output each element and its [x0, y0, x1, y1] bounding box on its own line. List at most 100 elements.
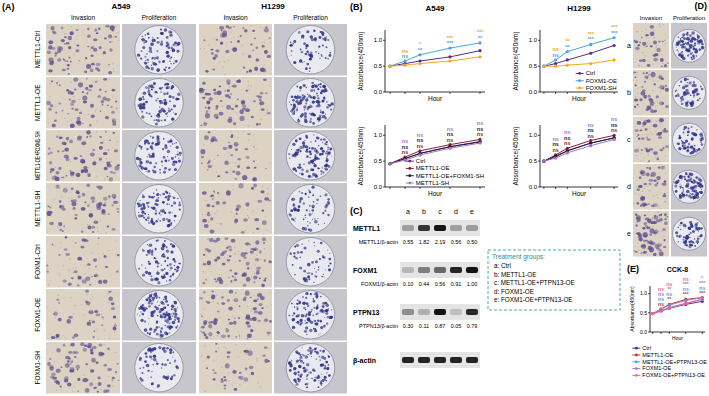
colony [314, 164, 317, 167]
cell [221, 29, 223, 31]
cell [75, 242, 77, 243]
cell [95, 266, 97, 268]
cell [92, 149, 95, 151]
cell [109, 41, 112, 43]
colony [319, 58, 320, 59]
colony [166, 54, 169, 57]
pore [48, 284, 49, 285]
colony [151, 58, 153, 60]
colony [311, 209, 314, 212]
cell [56, 334, 60, 338]
colony [141, 147, 142, 148]
colony [309, 272, 310, 273]
colony [309, 58, 312, 61]
pore [106, 201, 107, 202]
cell [86, 184, 90, 188]
pore [69, 270, 70, 271]
cell [200, 149, 205, 154]
colony [326, 158, 329, 161]
colony [149, 332, 151, 334]
cell [219, 112, 224, 116]
cell [93, 221, 98, 224]
pore [230, 130, 231, 131]
colony [153, 119, 154, 120]
cell [109, 139, 111, 141]
pore [96, 53, 97, 54]
cell [109, 48, 112, 51]
cell [253, 281, 255, 283]
colony [312, 96, 315, 99]
colony [327, 249, 328, 250]
cell [264, 28, 269, 33]
cell [112, 30, 114, 32]
cell [209, 238, 214, 242]
cell [217, 90, 222, 95]
colony [170, 243, 172, 245]
cell [253, 247, 257, 251]
cell [117, 211, 120, 213]
colony [314, 157, 316, 159]
pore [113, 68, 114, 69]
cell [259, 99, 262, 102]
colony [168, 316, 170, 318]
colony [159, 220, 161, 222]
colony [310, 118, 312, 120]
pore [115, 253, 116, 254]
cell [90, 152, 95, 156]
panel-label: (E) [627, 264, 639, 274]
colony [138, 205, 140, 207]
cell [91, 115, 95, 118]
cell [59, 200, 61, 203]
colony-plate [122, 77, 196, 129]
colony [299, 164, 302, 167]
cell [94, 274, 98, 277]
pore [68, 197, 69, 198]
cell [217, 192, 219, 194]
pore [55, 317, 56, 318]
colony [150, 250, 153, 253]
colony [315, 276, 317, 278]
cell [88, 225, 92, 229]
colony [160, 28, 162, 30]
cell [226, 105, 231, 110]
cell [265, 168, 267, 169]
colony [151, 218, 153, 220]
cell [228, 96, 231, 99]
pore [58, 131, 59, 132]
cell [65, 253, 70, 256]
cell [215, 50, 219, 53]
cell [48, 153, 50, 155]
colony [299, 266, 302, 269]
cell [210, 230, 215, 234]
cell [239, 116, 244, 121]
pore [89, 203, 90, 204]
cell [212, 205, 215, 207]
colony [153, 293, 156, 296]
colony [154, 257, 156, 259]
colony [313, 282, 314, 283]
cell [108, 71, 112, 74]
colony [328, 160, 329, 161]
cell [87, 34, 91, 37]
cell [63, 279, 67, 282]
colony [322, 115, 325, 118]
colony [166, 45, 169, 48]
colony [146, 112, 148, 114]
colony [309, 191, 311, 193]
colony [168, 30, 171, 33]
colony [144, 250, 145, 251]
colony [297, 208, 300, 211]
colony [156, 68, 159, 71]
pore [52, 244, 53, 245]
pore [262, 269, 263, 270]
pore [243, 54, 244, 55]
colony [325, 203, 328, 206]
cell [93, 38, 97, 41]
colony [302, 141, 305, 144]
colony [150, 67, 153, 70]
colony [152, 137, 154, 139]
colony [162, 218, 165, 221]
cell [81, 238, 86, 242]
colony [164, 84, 166, 86]
dish [135, 79, 184, 128]
